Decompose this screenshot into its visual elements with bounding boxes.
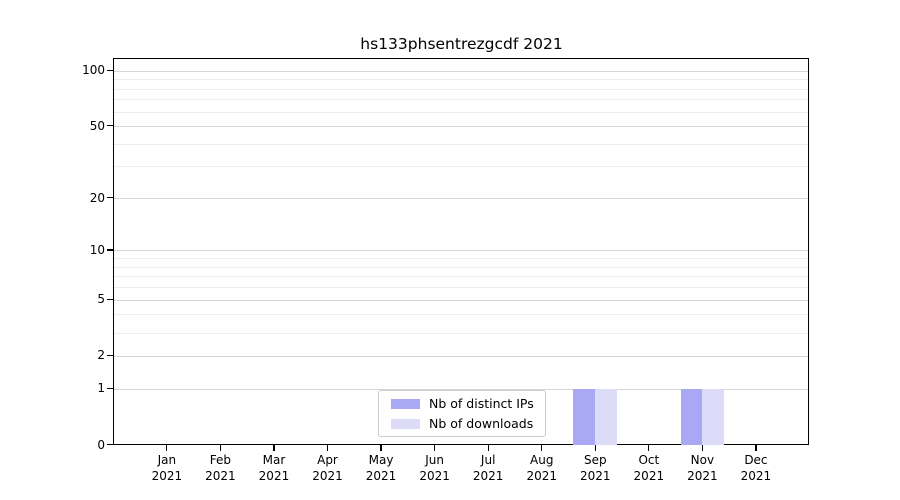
gridline-major-1 xyxy=(114,388,809,390)
x-tick-label-sep: Sep 2021 xyxy=(580,452,611,483)
gridline-minor-6 xyxy=(114,287,809,289)
gridline-minor-4 xyxy=(114,314,809,316)
y-tick-label-2: 2 xyxy=(97,348,105,363)
y-tick-50 xyxy=(107,124,114,127)
gridline-major-5 xyxy=(114,299,809,301)
x-tick-label-apr: Apr 2021 xyxy=(312,452,343,483)
legend-item-downloads: Nb of downloads xyxy=(385,416,539,431)
gridline-major-50 xyxy=(114,126,809,128)
gridline-major-2 xyxy=(114,355,809,357)
y-tick-0 xyxy=(107,443,114,446)
legend-item-distinct-ips: Nb of distinct IPs xyxy=(385,396,539,411)
x-tick-jun xyxy=(434,444,436,451)
x-tick-oct xyxy=(648,444,650,451)
plot-area xyxy=(113,57,810,446)
x-tick-nov xyxy=(701,444,703,451)
x-tick-sep xyxy=(594,444,596,451)
legend: Nb of distinct IPs Nb of downloads xyxy=(378,390,546,437)
legend-swatch-downloads xyxy=(391,418,420,429)
x-tick-apr xyxy=(326,444,329,451)
gridline-major-100 xyxy=(114,70,809,72)
x-tick-may xyxy=(380,444,382,451)
bar-distinct-ips-nov xyxy=(680,389,703,446)
y-tick-10 xyxy=(107,249,114,251)
x-tick-jul xyxy=(487,444,489,451)
y-tick-label-1: 1 xyxy=(97,381,105,396)
y-tick-2 xyxy=(107,354,114,356)
y-tick-label-100: 100 xyxy=(82,63,105,78)
y-tick-label-20: 20 xyxy=(89,190,105,205)
x-tick-label-jan: Jan 2021 xyxy=(151,452,183,483)
x-tick-aug xyxy=(541,444,543,451)
y-tick-label-10: 10 xyxy=(89,242,105,257)
gridline-minor-80 xyxy=(114,88,809,90)
gridline-major-10 xyxy=(114,250,809,252)
y-tick-20 xyxy=(107,196,114,199)
gridline-minor-30 xyxy=(114,166,809,168)
y-tick-label-0: 0 xyxy=(97,437,105,452)
x-tick-feb xyxy=(219,444,221,451)
gridline-minor-7 xyxy=(114,276,809,278)
gridline-minor-8 xyxy=(114,266,809,268)
x-tick-label-jun: Jun 2021 xyxy=(419,452,450,483)
x-tick-label-may: May 2021 xyxy=(365,452,397,483)
gridline-minor-9 xyxy=(114,258,809,260)
gridline-minor-70 xyxy=(114,99,809,101)
x-tick-mar xyxy=(273,444,275,451)
gridline-minor-90 xyxy=(114,79,809,81)
bar-downloads-sep xyxy=(595,389,618,446)
bar-distinct-ips-sep xyxy=(573,389,596,446)
legend-label-downloads: Nb of downloads xyxy=(429,416,534,431)
x-tick-label-feb: Feb 2021 xyxy=(205,452,236,483)
chart-title: hs133phsentrezgcdf 2021 xyxy=(360,35,563,53)
gridline-minor-60 xyxy=(114,111,809,113)
x-tick-label-oct: Oct 2021 xyxy=(633,452,665,483)
y-tick-1 xyxy=(107,387,114,389)
gridline-minor-40 xyxy=(114,143,809,145)
x-tick-jan xyxy=(166,444,168,451)
x-tick-label-aug: Aug 2021 xyxy=(526,452,557,483)
legend-label-distinct-ips: Nb of distinct IPs xyxy=(429,396,534,411)
gridline-minor-3 xyxy=(114,332,809,334)
x-tick-label-mar: Mar 2021 xyxy=(258,452,290,483)
y-tick-label-5: 5 xyxy=(97,292,105,307)
y-tick-label-50: 50 xyxy=(89,118,105,133)
legend-swatch-distinct-ips xyxy=(391,398,420,409)
x-tick-label-nov: Nov 2021 xyxy=(687,452,718,483)
x-tick-label-jul: Jul 2021 xyxy=(472,452,504,483)
y-tick-100 xyxy=(107,69,114,71)
bar-downloads-nov xyxy=(702,389,725,446)
x-tick-dec xyxy=(755,444,757,451)
gridline-major-20 xyxy=(114,198,809,200)
y-tick-5 xyxy=(107,298,114,300)
x-tick-label-dec: Dec 2021 xyxy=(740,452,772,483)
